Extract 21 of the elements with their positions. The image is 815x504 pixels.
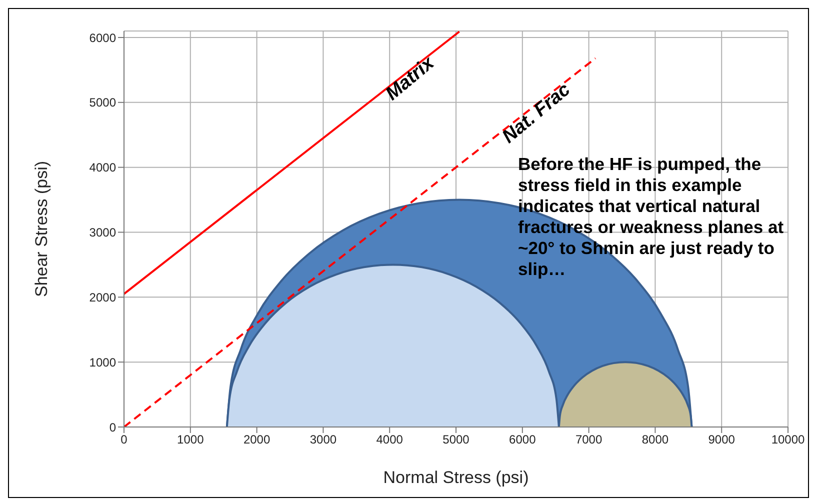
y-tick-label: 2000 (89, 290, 116, 304)
y-tick-label: 3000 (89, 226, 116, 240)
x-tick-label: 3000 (310, 432, 337, 447)
x-tick-label: 2000 (243, 432, 270, 447)
y-tick-label: 1000 (89, 355, 116, 370)
x-tick-label: 5000 (442, 432, 470, 447)
y-tick-label: 4000 (89, 160, 116, 175)
text: Nat. Frac (498, 79, 575, 148)
x-tick-label: 0 (120, 432, 128, 447)
x-tick-label: 9000 (708, 432, 736, 447)
x-tick-label: 6000 (509, 432, 536, 447)
x-axis-title: Normal Stress (psi) (383, 468, 529, 487)
x-tick-label: 7000 (575, 432, 602, 447)
x-tick-label: 4000 (376, 432, 404, 447)
x-tick-label: 10000 (771, 432, 806, 447)
y-axis-title: Shear Stress (psi) (32, 160, 52, 298)
y-tick-label: 5000 (89, 96, 116, 110)
x-tick-label: 1000 (177, 432, 204, 447)
y-tick-label: 6000 (89, 30, 116, 45)
y-tick-label: 0 (109, 420, 116, 434)
x-tick-label: 8000 (642, 432, 669, 447)
